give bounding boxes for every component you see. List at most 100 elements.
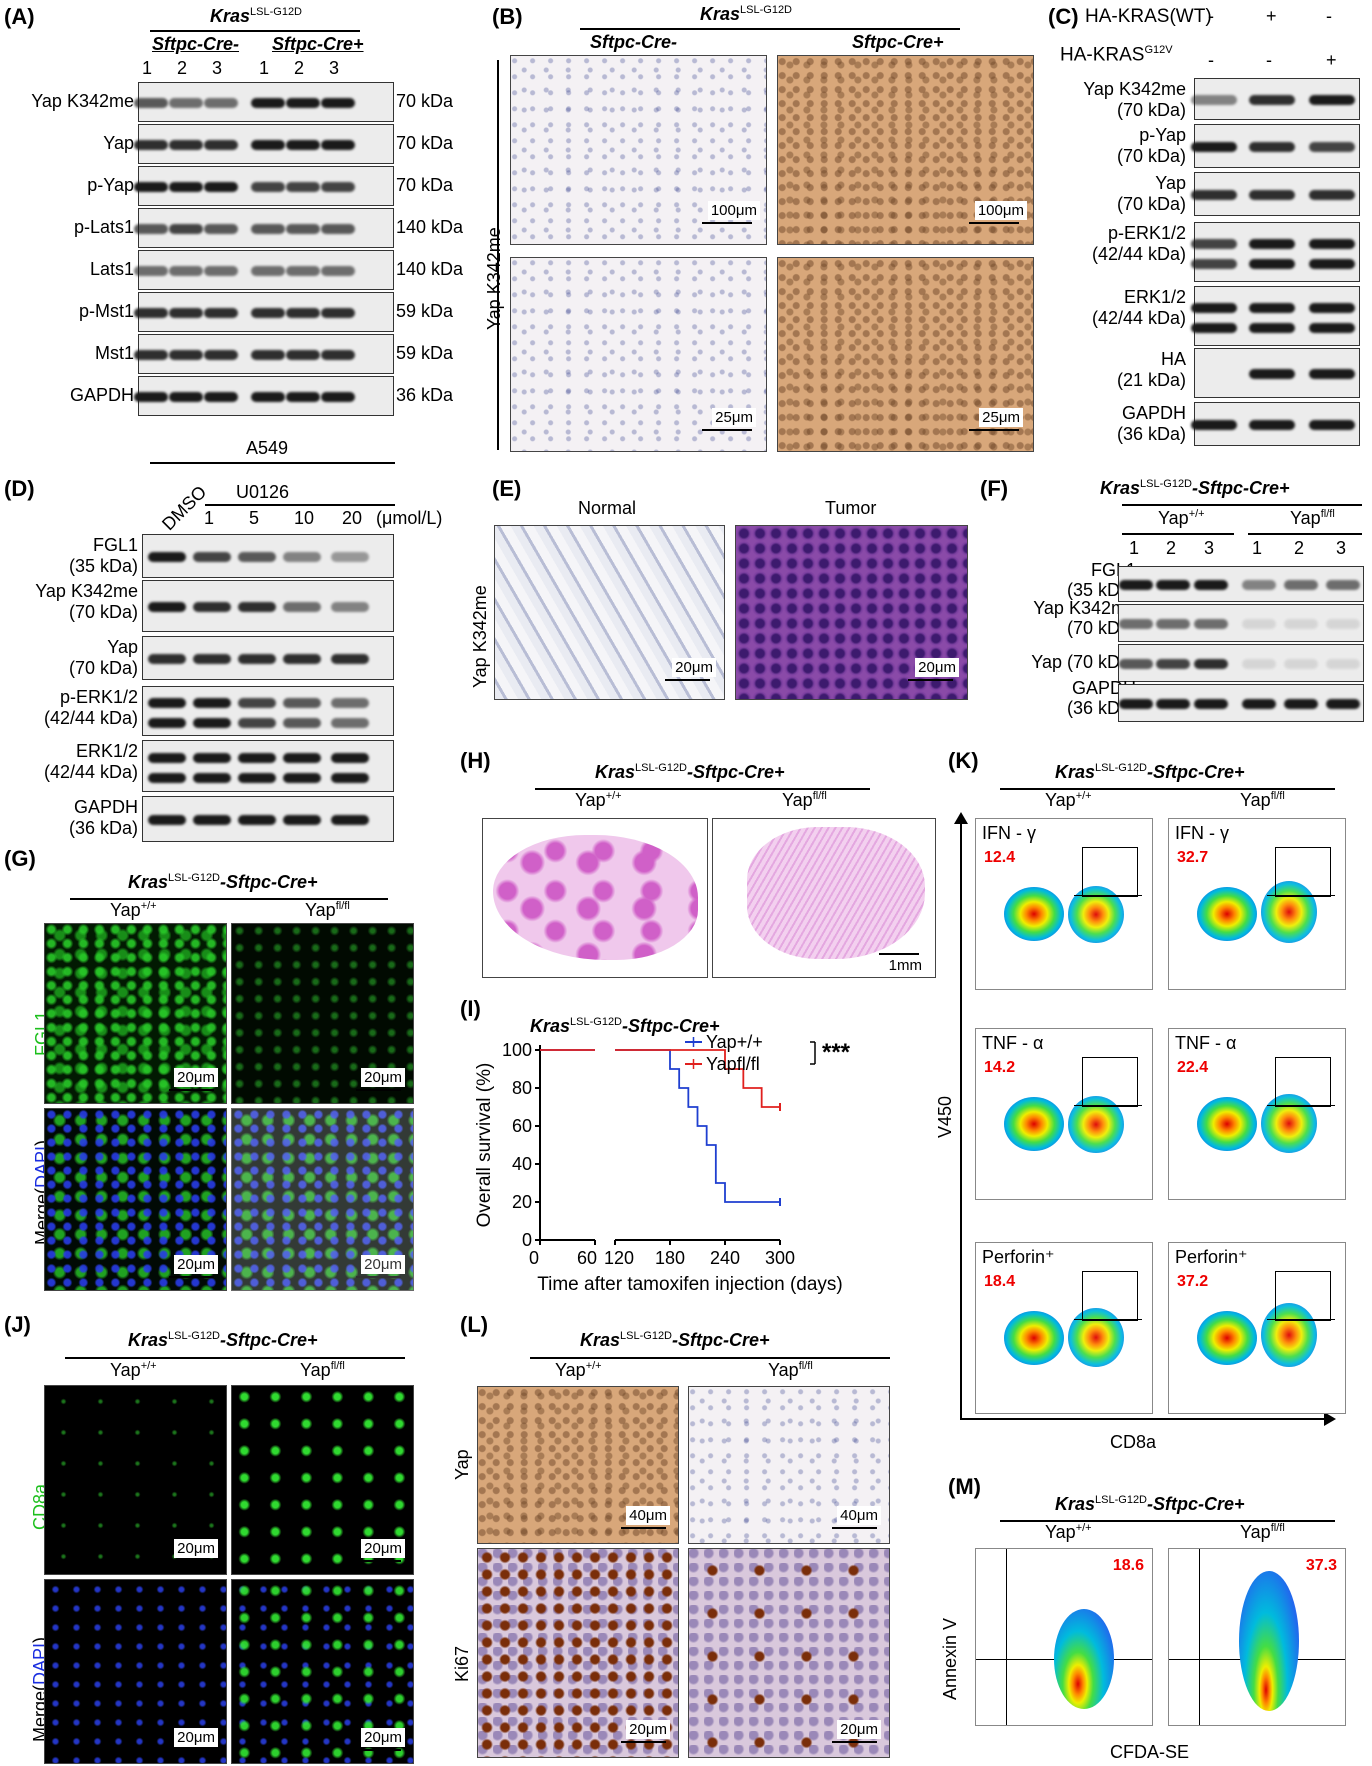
column-label: Yap+/+ xyxy=(1045,790,1092,810)
blot-band xyxy=(204,308,238,318)
blot-band xyxy=(193,753,231,763)
blot-band xyxy=(193,698,231,708)
side-label: Yap K342me xyxy=(470,585,490,688)
blot-band xyxy=(169,308,203,318)
x-axis-label: CFDA-SE xyxy=(1110,1742,1190,1762)
blot-band xyxy=(1191,190,1237,200)
blot-band xyxy=(148,815,186,825)
blot-band xyxy=(331,718,369,728)
blot-band xyxy=(1191,239,1237,249)
condition-mark: - xyxy=(1208,50,1214,70)
blot-label: p-ERK1/2 xyxy=(1107,223,1186,243)
marker-label: IFN - γ xyxy=(982,823,1036,843)
blot-band xyxy=(1194,699,1228,709)
scale-bar-label: 100μm xyxy=(707,201,760,220)
gate-value: 14.2 xyxy=(984,1059,1016,1076)
header-underline xyxy=(150,30,360,32)
blot-band xyxy=(1326,580,1360,590)
blot-strip xyxy=(134,334,394,374)
y-tick-label: 60 xyxy=(512,1116,532,1136)
scale-bar xyxy=(169,1749,214,1751)
ihc-image: 20μm xyxy=(494,525,725,700)
fluorescence-image: 20μm xyxy=(44,1385,227,1575)
survival-curve xyxy=(615,1049,780,1108)
blot-band xyxy=(1194,580,1228,590)
blot-band xyxy=(238,698,276,708)
size-label: (42/44 kDa) xyxy=(43,762,138,782)
blot-band xyxy=(286,266,320,276)
scale-bar-label: 20μm xyxy=(626,1720,670,1739)
lane-number: 3 xyxy=(1336,538,1347,558)
quadrant-line xyxy=(1267,1105,1335,1106)
group-label: Yap+/+ xyxy=(1158,508,1205,528)
scale-bar xyxy=(356,1749,401,1751)
blot-band xyxy=(1309,369,1355,379)
header-underline xyxy=(1122,504,1362,506)
flow-plot: TNF - α 14.2 xyxy=(975,1028,1153,1200)
blot-band xyxy=(169,224,203,234)
size-label: (42/44 kDa) xyxy=(1091,244,1186,264)
flow-plot: 37.3 xyxy=(1168,1548,1346,1726)
blot-band xyxy=(286,224,320,234)
gate-value: 37.2 xyxy=(1177,1273,1209,1290)
blot-band xyxy=(238,552,276,562)
size-label: 70 kDa xyxy=(396,133,454,153)
blot-band xyxy=(193,654,231,664)
blot-band xyxy=(331,773,369,783)
x-tick-label: 240 xyxy=(710,1248,740,1268)
survival-curve xyxy=(615,1049,780,1203)
blot-band xyxy=(1249,190,1295,200)
row-label-yap: Yap xyxy=(452,1449,472,1480)
blot-band xyxy=(1119,699,1153,709)
panel-h-label: (H) xyxy=(460,748,491,773)
blot-band xyxy=(251,308,285,318)
blot-band xyxy=(283,602,321,612)
column-label: Yap+/+ xyxy=(575,790,622,810)
blot-band xyxy=(331,698,369,708)
panel-a-label: (A) xyxy=(4,4,35,29)
blot-band xyxy=(148,602,186,612)
y-tick-label: 40 xyxy=(512,1154,532,1174)
blot-band xyxy=(1326,619,1360,629)
cell-population xyxy=(1004,1097,1064,1151)
size-label: 70 kDa xyxy=(396,175,454,195)
group-label: Sftpc-Cre- xyxy=(590,32,678,52)
blot-band xyxy=(1119,619,1153,629)
scale-bar xyxy=(169,1560,214,1562)
blot-band xyxy=(1242,580,1276,590)
group-label: Sftpc-Cre+ xyxy=(272,34,364,54)
blot-band xyxy=(251,224,285,234)
blot-band xyxy=(134,98,168,108)
blot-label: FGL1 xyxy=(92,535,138,555)
blot-band xyxy=(134,308,168,318)
panel-g-header: KrasLSL-G12D-Sftpc-Cre+ xyxy=(128,872,318,892)
blot-band xyxy=(1242,619,1276,629)
blot-band xyxy=(1309,190,1355,200)
blot-band xyxy=(251,140,285,150)
panel-f-header: KrasLSL-G12D-Sftpc-Cre+ xyxy=(1100,478,1290,498)
ihc-image: 20μm xyxy=(735,525,968,700)
lane-number: 3 xyxy=(329,58,340,78)
scale-bar-label: 40μm xyxy=(837,1506,881,1525)
scale-bar xyxy=(879,953,919,955)
scale-bar-label: 20μm xyxy=(361,1255,405,1274)
significance-label: *** xyxy=(822,1039,851,1066)
condition-label: HA-KRASG12V xyxy=(1060,44,1173,66)
blot-band xyxy=(331,815,369,825)
panel-d-label: (D) xyxy=(4,476,35,501)
gate-box xyxy=(1275,847,1331,897)
scale-bar xyxy=(169,1089,214,1091)
blot-strip xyxy=(1118,684,1364,722)
dose-label: 5 xyxy=(249,508,260,528)
fluorescence-image: 20μm xyxy=(44,1108,227,1291)
blot-band xyxy=(1191,259,1237,269)
scale-bar-label: 20μm xyxy=(174,1068,218,1087)
panel-m-header: KrasLSL-G12D-Sftpc-Cre+ xyxy=(1055,1494,1245,1514)
scale-bar-label: 25μm xyxy=(712,408,756,427)
column-label: Yapfl/fl xyxy=(300,1360,345,1380)
blot-band xyxy=(193,602,231,612)
panel-l-header: KrasLSL-G12D-Sftpc-Cre+ xyxy=(580,1330,770,1350)
blot-band xyxy=(1309,95,1355,105)
x-tick-label: 180 xyxy=(655,1248,685,1268)
gate-box xyxy=(1082,847,1138,897)
